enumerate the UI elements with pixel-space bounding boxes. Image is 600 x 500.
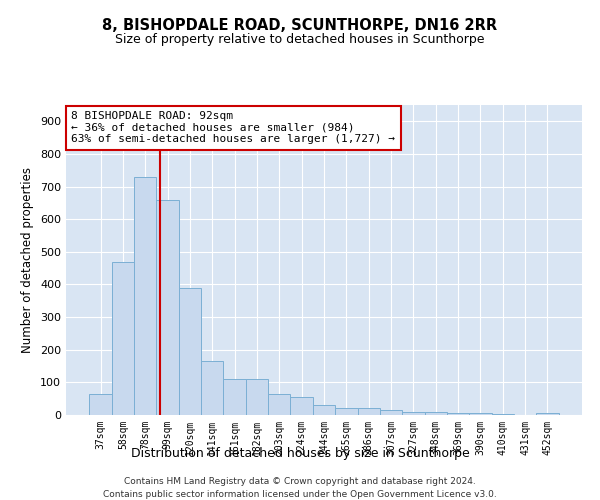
Bar [246, 379, 268, 415]
Bar [469, 414, 491, 415]
Text: Contains public sector information licensed under the Open Government Licence v3: Contains public sector information licen… [103, 490, 497, 499]
Text: Contains HM Land Registry data © Crown copyright and database right 2024.: Contains HM Land Registry data © Crown c… [124, 478, 476, 486]
Bar [134, 177, 157, 415]
Bar [425, 412, 447, 415]
Bar [491, 414, 514, 415]
Text: Size of property relative to detached houses in Scunthorpe: Size of property relative to detached ho… [115, 32, 485, 46]
Bar [358, 408, 380, 415]
Bar [335, 408, 358, 415]
Bar [380, 410, 402, 415]
Bar [536, 414, 559, 415]
Bar [89, 394, 112, 415]
Bar [179, 288, 201, 415]
Bar [201, 361, 223, 415]
Bar [447, 414, 469, 415]
Bar [290, 397, 313, 415]
Bar [313, 405, 335, 415]
Text: 8, BISHOPDALE ROAD, SCUNTHORPE, DN16 2RR: 8, BISHOPDALE ROAD, SCUNTHORPE, DN16 2RR [103, 18, 497, 32]
Text: 8 BISHOPDALE ROAD: 92sqm
← 36% of detached houses are smaller (984)
63% of semi-: 8 BISHOPDALE ROAD: 92sqm ← 36% of detach… [71, 111, 395, 144]
Bar [223, 379, 246, 415]
Text: Distribution of detached houses by size in Scunthorpe: Distribution of detached houses by size … [131, 448, 469, 460]
Bar [112, 262, 134, 415]
Bar [402, 412, 425, 415]
Bar [268, 394, 290, 415]
Bar [157, 200, 179, 415]
Y-axis label: Number of detached properties: Number of detached properties [22, 167, 34, 353]
